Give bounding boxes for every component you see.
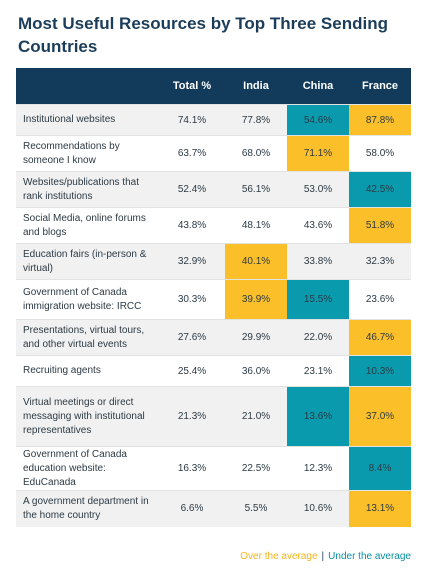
cell-china: 54.6% [287, 104, 349, 136]
row-label: Recruiting agents [16, 355, 159, 387]
cell-total: 32.9% [159, 243, 225, 280]
row-label: Government of Canada education website: … [16, 446, 159, 491]
cell-india: 21.0% [225, 386, 287, 447]
cell-india: 29.9% [225, 319, 287, 356]
page-title: Most Useful Resources by Top Three Sendi… [18, 14, 388, 56]
table-row: Websites/publications that rank institut… [16, 171, 411, 208]
cell-france: 58.0% [349, 135, 411, 172]
cell-total: 43.8% [159, 207, 225, 244]
legend-over: Over the average [240, 551, 318, 562]
cell-france: 42.5% [349, 171, 411, 208]
table-row: Recruiting agents 25.4% 36.0% 23.1% 10.3% [16, 355, 411, 387]
header-total: Total % [159, 68, 225, 105]
cell-total: 25.4% [159, 355, 225, 387]
cell-total: 52.4% [159, 171, 225, 208]
row-label: Social Media, online forums and blogs [16, 207, 159, 244]
cell-france: 87.8% [349, 104, 411, 136]
legend-separator: | [321, 551, 325, 562]
cell-china: 43.6% [287, 207, 349, 244]
cell-france: 46.7% [349, 319, 411, 356]
cell-india: 56.1% [225, 171, 287, 208]
cell-total: 27.6% [159, 319, 225, 356]
table-row: Government of Canada education website: … [16, 446, 411, 491]
legend: Over the average | Under the average [240, 551, 411, 562]
table-row: A government department in the home coun… [16, 490, 411, 527]
table-row: Virtual meetings or direct messaging wit… [16, 386, 411, 447]
cell-france: 23.6% [349, 279, 411, 320]
cell-total: 6.6% [159, 490, 225, 527]
row-label: Presentations, virtual tours, and other … [16, 319, 159, 356]
cell-china: 22.0% [287, 319, 349, 356]
row-label: Virtual meetings or direct messaging wit… [16, 386, 159, 447]
cell-total: 21.3% [159, 386, 225, 447]
cell-total: 63.7% [159, 135, 225, 172]
cell-india: 36.0% [225, 355, 287, 387]
row-label: Websites/publications that rank institut… [16, 171, 159, 208]
cell-china: 12.3% [287, 446, 349, 491]
cell-india: 5.5% [225, 490, 287, 527]
cell-china: 33.8% [287, 243, 349, 280]
cell-france: 10.3% [349, 355, 411, 387]
row-label: Institutional websites [16, 104, 159, 136]
table-row: Recommendations by someone I know 63.7% 68… [16, 135, 411, 172]
cell-china: 23.1% [287, 355, 349, 387]
row-label: Government of Canada immigration website… [16, 279, 159, 320]
cell-china: 15.5% [287, 279, 349, 320]
cell-france: 8.4% [349, 446, 411, 491]
header-india: India [225, 68, 287, 105]
table-row: Social Media, online forums and blogs 43.… [16, 207, 411, 244]
cell-france: 13.1% [349, 490, 411, 527]
cell-india: 77.8% [225, 104, 287, 136]
table-row: Presentations, virtual tours, and other … [16, 319, 411, 356]
cell-india: 39.9% [225, 279, 287, 320]
row-label: A government department in the home coun… [16, 490, 159, 527]
cell-total: 16.3% [159, 446, 225, 491]
cell-china: 53.0% [287, 171, 349, 208]
header-label [16, 68, 159, 105]
cell-china: 10.6% [287, 490, 349, 527]
table-header-row: Total % India China France [16, 68, 411, 105]
cell-china: 13.6% [287, 386, 349, 447]
table-row: Education fairs (in-person & virtual) 32.… [16, 243, 411, 280]
row-label: Education fairs (in-person & virtual) [16, 243, 159, 280]
cell-india: 68.0% [225, 135, 287, 172]
row-label: Recommendations by someone I know [16, 135, 159, 172]
table-row: Government of Canada immigration website… [16, 279, 411, 320]
legend-under: Under the average [328, 551, 411, 562]
cell-france: 32.3% [349, 243, 411, 280]
table-row: Institutional websites 74.1% 77.8% 54.6% 87.… [16, 104, 411, 136]
header-china: China [287, 68, 349, 105]
cell-india: 48.1% [225, 207, 287, 244]
cell-china: 71.1% [287, 135, 349, 172]
cell-total: 74.1% [159, 104, 225, 136]
cell-france: 37.0% [349, 386, 411, 447]
resources-table: Total % India China France Institutional… [16, 68, 411, 527]
cell-india: 22.5% [225, 446, 287, 491]
cell-france: 51.8% [349, 207, 411, 244]
header-france: France [349, 68, 411, 105]
cell-total: 30.3% [159, 279, 225, 320]
cell-india: 40.1% [225, 243, 287, 280]
